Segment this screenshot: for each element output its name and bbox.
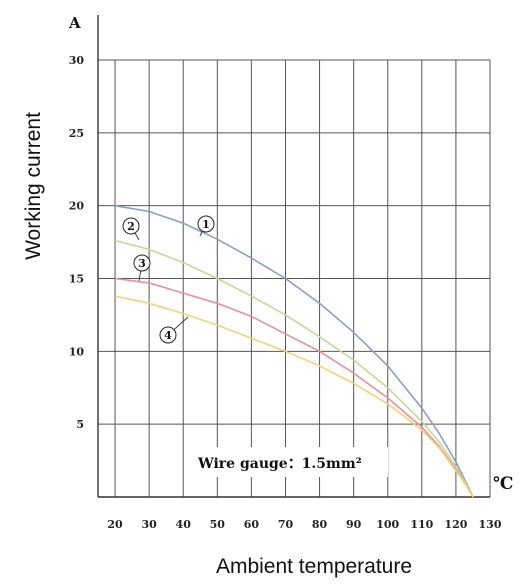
y-tick-label: 25 <box>69 127 84 140</box>
x-tick-label: 80 <box>312 518 328 531</box>
marker-circle-1 <box>197 215 215 233</box>
series-line-1 <box>114 204 474 498</box>
wire-gauge-annotation: Wire gauge：1.5mm² <box>197 456 362 472</box>
y-tick-label: 30 <box>69 54 85 67</box>
series-line-4 <box>114 295 474 498</box>
series-lines <box>114 204 474 498</box>
y-tick-label: 20 <box>69 200 85 213</box>
series-markers: 1 2 3 4 <box>122 215 215 344</box>
y-unit-label: A <box>68 14 81 32</box>
series-line-3 <box>114 277 474 498</box>
x-tick-label: 70 <box>278 518 294 531</box>
x-tick-label: 120 <box>444 518 467 531</box>
series-marker-label-4: 4 <box>164 329 172 342</box>
marker-circle-2 <box>122 217 140 235</box>
x-tick-label: 130 <box>479 518 502 531</box>
y-tick-label: 5 <box>76 418 84 431</box>
x-tick-label: 100 <box>376 518 399 531</box>
series-line-2 <box>114 239 474 498</box>
x-tick-label: 50 <box>210 518 226 531</box>
x-tick-label: 20 <box>107 518 123 531</box>
y-tick-label: 15 <box>69 273 84 286</box>
y-tick-label: 10 <box>69 345 85 358</box>
series-marker-label-1: 1 <box>202 218 210 231</box>
series-marker-label-3: 3 <box>138 257 146 270</box>
x-tick-label: 40 <box>176 518 192 531</box>
x-tick-label: 110 <box>410 518 433 531</box>
x-axis-title: Ambient temperature <box>216 555 412 578</box>
series-marker-label-2: 2 <box>127 220 135 233</box>
x-unit-label: ℃ <box>493 474 513 494</box>
marker-circle-3 <box>133 254 151 272</box>
wire-gauge-box <box>192 447 388 477</box>
x-tick-label: 60 <box>244 518 260 531</box>
marker-circle-4 <box>159 326 177 344</box>
x-tick-label: 90 <box>346 518 362 531</box>
x-tick-labels: 20 30 40 50 60 70 80 90 100 110 120 130 <box>107 518 501 531</box>
x-tick-label: 30 <box>141 518 157 531</box>
y-tick-labels: 5 10 15 20 25 30 <box>69 54 85 431</box>
y-axis-title: Working current <box>22 112 45 260</box>
